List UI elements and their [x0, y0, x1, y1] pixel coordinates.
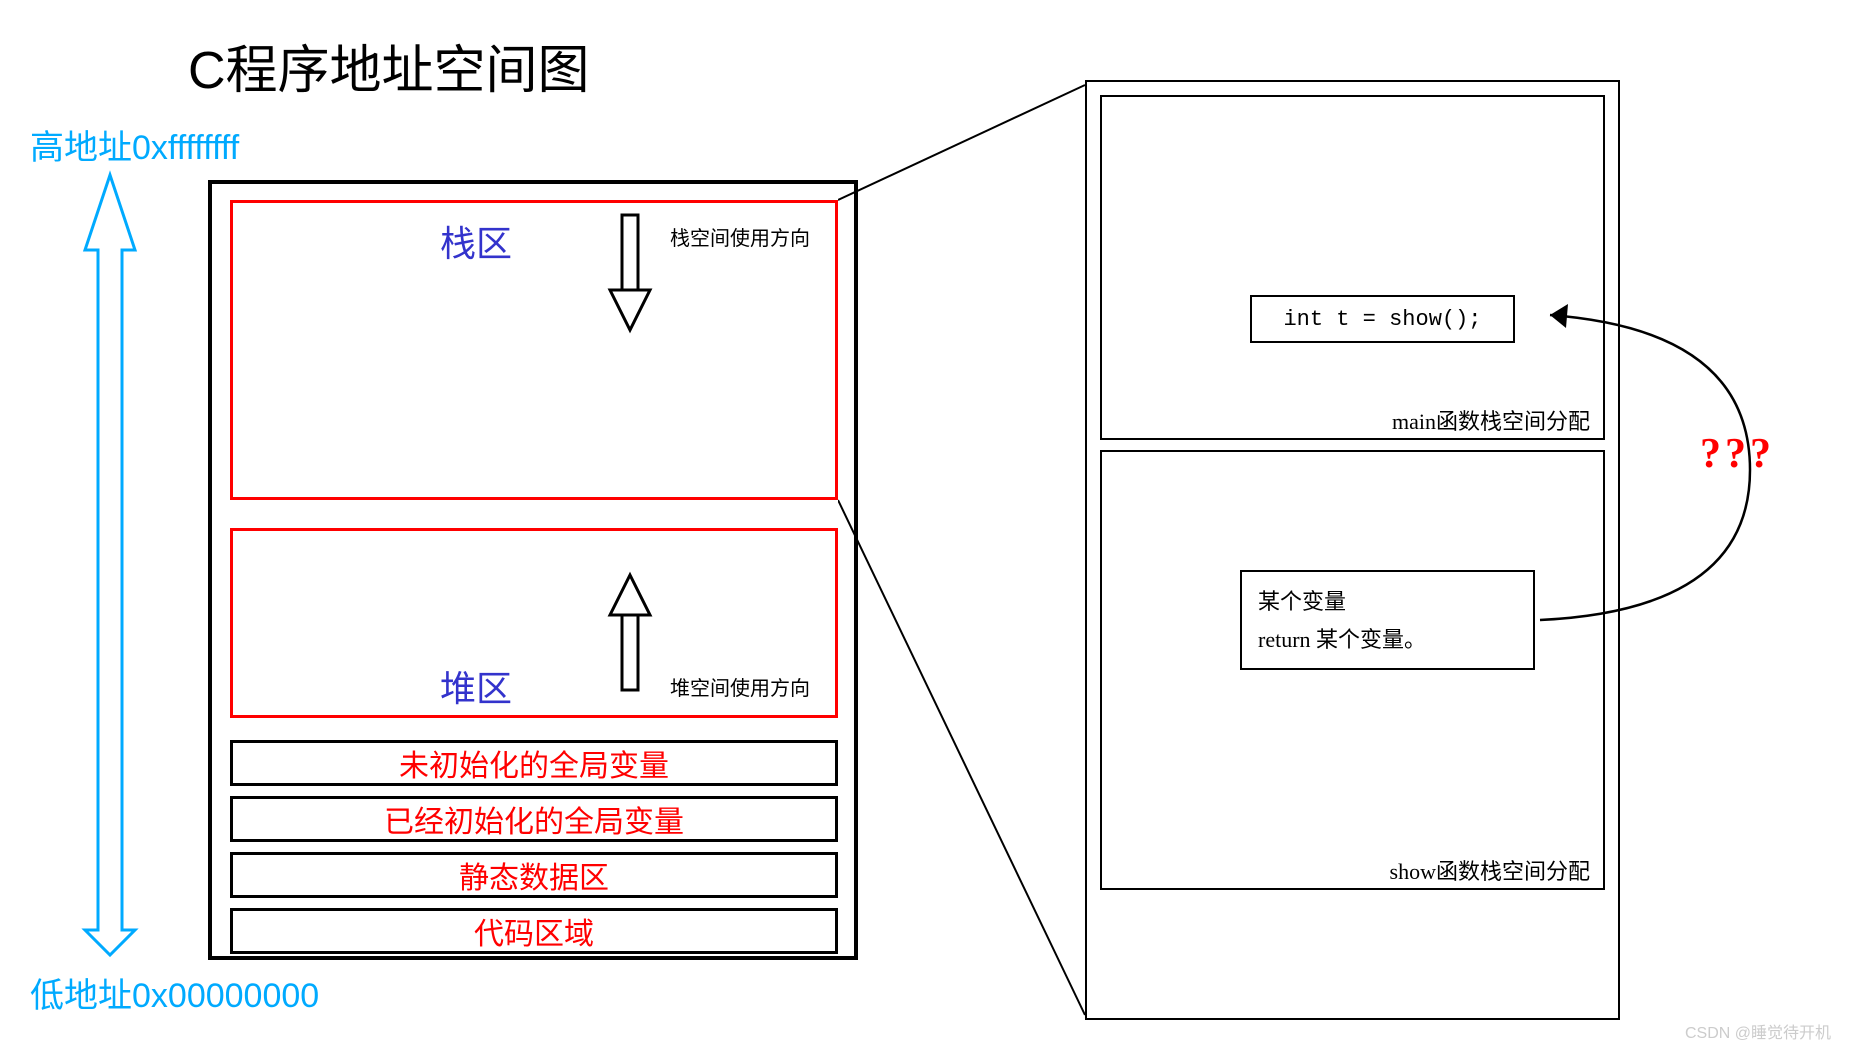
data-section-box: 已经初始化的全局变量	[230, 796, 838, 842]
main-code-box: int t = show();	[1250, 295, 1515, 343]
show-frame-label: show函数栈空间分配	[1100, 854, 1590, 886]
stack-direction-label: 栈空间使用方向	[670, 222, 810, 251]
heap-arrow-up-icon	[600, 565, 660, 695]
show-var-line2: return 某个变量。	[1258, 622, 1517, 654]
static-section-label: 静态数据区	[459, 853, 609, 897]
diagram-title: C程序地址空间图	[188, 28, 590, 103]
zoom-lines-icon	[838, 80, 1098, 1020]
show-var-box: 某个变量 return 某个变量。	[1240, 570, 1535, 670]
bss-section-label: 未初始化的全局变量	[399, 741, 669, 785]
low-address-label: 低地址0x00000000	[30, 968, 319, 1017]
watermark-text: CSDN @睡觉待开机	[1685, 1019, 1831, 1043]
bss-section-box: 未初始化的全局变量	[230, 740, 838, 786]
static-section-box: 静态数据区	[230, 852, 838, 898]
data-section-label: 已经初始化的全局变量	[384, 797, 684, 841]
high-address-label: 高地址0xffffffff	[30, 120, 239, 169]
address-arrow-icon	[80, 170, 140, 960]
stack-arrow-down-icon	[600, 210, 660, 340]
question-marks: ???	[1700, 430, 1775, 478]
heap-direction-label: 堆空间使用方向	[670, 672, 810, 701]
code-section-box: 代码区域	[230, 908, 838, 954]
main-frame-label: main函数栈空间分配	[1100, 404, 1590, 436]
heap-label: 堆区	[440, 660, 512, 712]
code-section-label: 代码区域	[474, 909, 594, 953]
main-code-text: int t = show();	[1283, 307, 1481, 332]
show-var-line1: 某个变量	[1258, 584, 1517, 616]
main-frame-box	[1100, 95, 1605, 440]
stack-label: 栈区	[440, 215, 512, 267]
show-frame-box	[1100, 450, 1605, 890]
